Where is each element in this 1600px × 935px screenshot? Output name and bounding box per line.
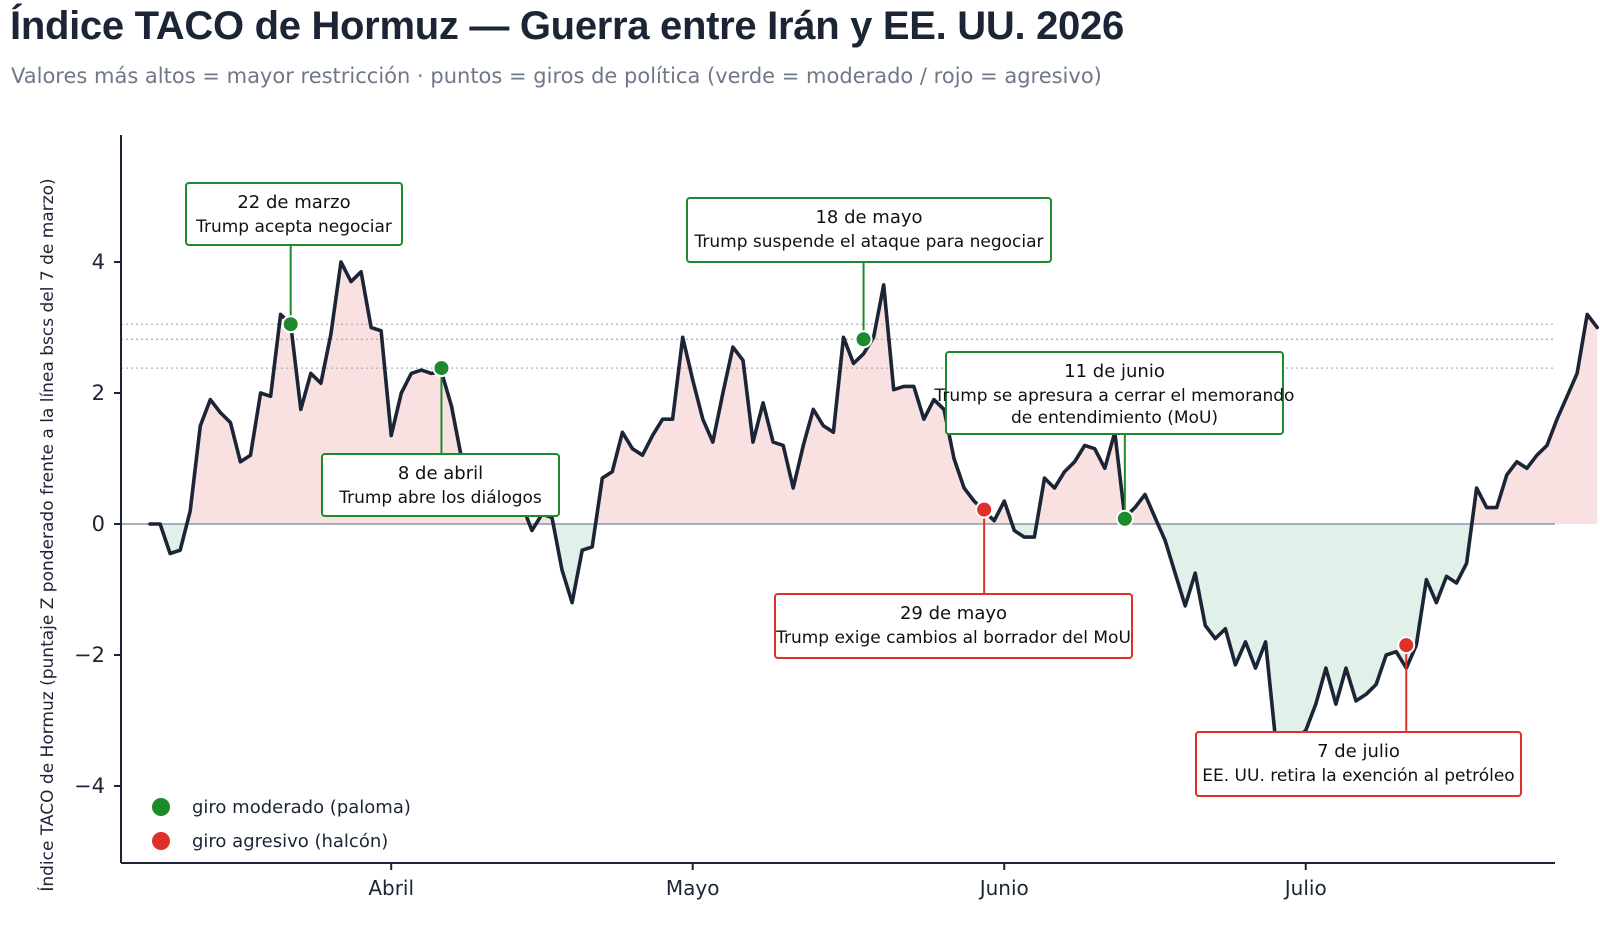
annotation-text: de entendimiento (MoU) bbox=[1011, 408, 1218, 428]
y-tick-label: 2 bbox=[92, 381, 105, 405]
annotation-box bbox=[185, 182, 403, 246]
y-axis-label: Índice TACO de Hormuz (puntaje Z pondera… bbox=[36, 178, 58, 891]
series bbox=[148, 260, 1599, 759]
series-line bbox=[148, 260, 1599, 759]
annotation-box bbox=[321, 453, 560, 517]
legend: giro moderado (paloma) giro agresivo (hal… bbox=[152, 797, 411, 852]
annotation-text: Trump acepta negociar bbox=[195, 217, 392, 237]
annotation-date: 22 de marzo bbox=[237, 192, 350, 213]
y-tick-label: 0 bbox=[92, 512, 105, 536]
chart-subtitle: Valores más altos = mayor restricción · … bbox=[11, 64, 1102, 88]
reference-lines bbox=[121, 323, 1555, 369]
negative-area bbox=[553, 524, 596, 603]
positive-area bbox=[1036, 432, 1158, 524]
annotation-text: EE. UU. retira la exención al petróleo bbox=[1202, 766, 1514, 786]
annotation-text: Trump se apresura a cerrar el memorando bbox=[934, 386, 1295, 406]
annotation-dove: 18 de mayo Trump suspende el ataque para … bbox=[686, 197, 1052, 349]
legend-dove-marker bbox=[152, 798, 170, 816]
annotation-text: Trump exige cambios al borrador del MoU bbox=[775, 628, 1131, 648]
hawk-event-point bbox=[975, 500, 994, 519]
y-tick-label: −2 bbox=[74, 643, 105, 667]
positive-area bbox=[1471, 314, 1598, 524]
x-tick-label: Mayo bbox=[666, 876, 720, 900]
axes: 4 2 0 −2 −4 Abril Mayo Junio Julio bbox=[74, 135, 1555, 900]
annotation-hawk: 7 de julio EE. UU. retira la exención al … bbox=[1195, 636, 1522, 797]
annotation-date: 18 de mayo bbox=[815, 207, 922, 228]
negative-area bbox=[1012, 524, 1037, 538]
x-tick-label: Junio bbox=[978, 876, 1029, 900]
dove-event-point bbox=[1115, 509, 1134, 528]
annotation-date: 8 de abril bbox=[398, 463, 483, 484]
x-tick-label: Julio bbox=[1283, 876, 1327, 900]
x-tick-label: Abril bbox=[368, 876, 414, 900]
legend-label: giro moderado (paloma) bbox=[192, 797, 411, 818]
annotation-box bbox=[945, 351, 1284, 435]
hawk-event-point bbox=[1397, 636, 1416, 655]
chart-title: Índice TACO de Hormuz — Guerra entre Irá… bbox=[10, 4, 1124, 48]
annotation-box bbox=[1195, 731, 1522, 797]
y-tick-label: −4 bbox=[74, 774, 105, 798]
dove-event-point bbox=[281, 315, 300, 334]
annotation-dove: 22 de marzo Trump acepta negociar bbox=[185, 182, 403, 334]
annotation-box bbox=[774, 593, 1133, 659]
annotation-hawk: 29 de mayo Trump exige cambios al borrado… bbox=[774, 500, 1133, 659]
annotation-text: Trump abre los diálogos bbox=[338, 488, 542, 508]
legend-hawk-marker bbox=[152, 832, 170, 850]
legend-label: giro agresivo (halcón) bbox=[192, 831, 388, 852]
annotation-box bbox=[686, 197, 1052, 263]
negative-area bbox=[1157, 524, 1472, 757]
annotation-date: 7 de julio bbox=[1317, 741, 1400, 762]
annotation-dove: 11 de junio Trump se apresura a cerrar el… bbox=[934, 351, 1295, 528]
annotation-text: Trump suspende el ataque para negociar bbox=[693, 232, 1043, 252]
annotation-date: 11 de junio bbox=[1064, 361, 1165, 382]
annotations: 22 de marzo Trump acepta negociar 8 de abr… bbox=[185, 182, 1522, 797]
annotation-date: 29 de mayo bbox=[900, 603, 1007, 624]
dove-event-point bbox=[432, 359, 451, 378]
positive-area bbox=[595, 284, 1013, 524]
dove-event-point bbox=[854, 330, 873, 349]
y-tick-label: 4 bbox=[92, 250, 105, 274]
annotation-dove: 8 de abril Trump abre los diálogos bbox=[321, 359, 560, 517]
